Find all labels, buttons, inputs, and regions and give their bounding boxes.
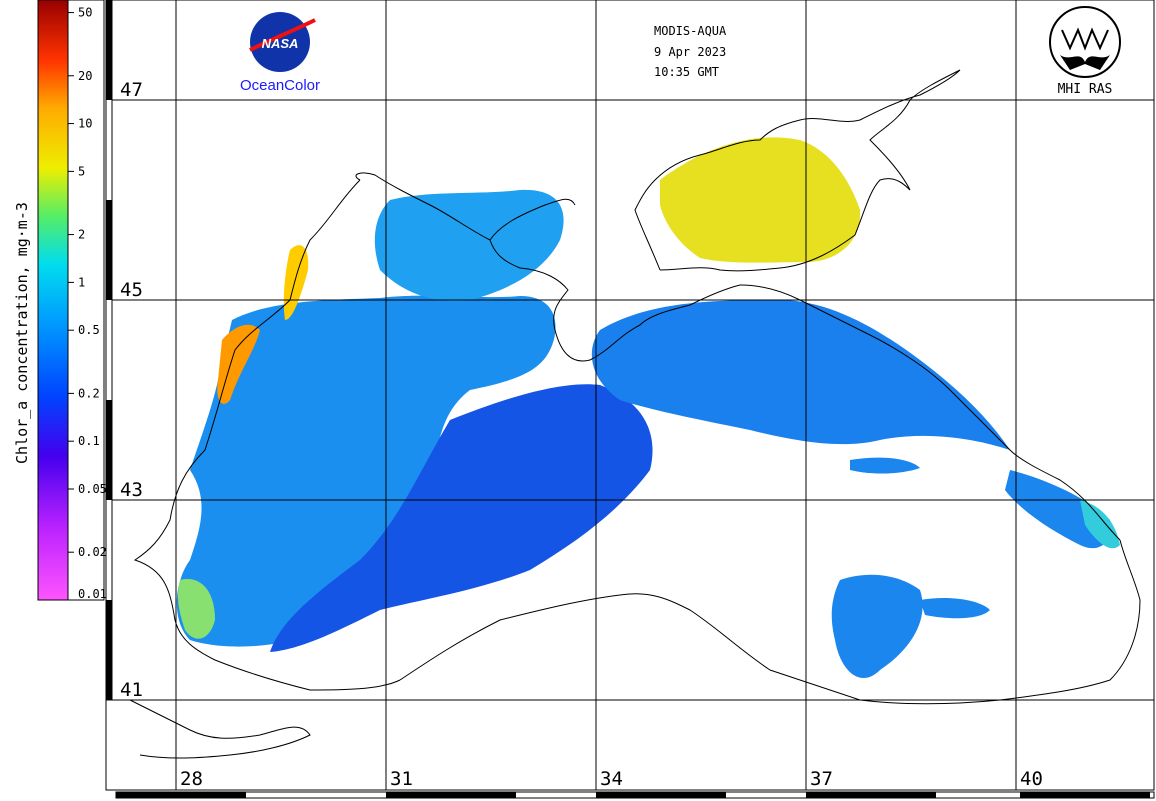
latitude-label: 47 (120, 79, 143, 101)
sensor-label: MODIS-AQUA (654, 24, 727, 38)
coastal-high-chl-bulgaria (177, 579, 215, 639)
colorbar: 50 20 10 5 2 1 0.5 0.2 0.1 0.05 0.02 0.01 Chlor_a c… (13, 0, 107, 601)
colorbar-tick-label: 50 (78, 6, 92, 20)
mhi-emblem-icon (1049, 6, 1121, 78)
colorbar-title: Chlor_a concentration, mg·m-3 (13, 202, 31, 464)
nasa-swoosh-icon (249, 18, 316, 52)
colorbar-tick-label: 0.2 (78, 386, 100, 400)
colorbar-ticks: 50 20 10 5 2 1 0.5 0.2 0.1 0.05 0.02 0.01 (68, 6, 107, 601)
latitude-label: 43 (120, 479, 143, 501)
chlorophyll-field (176, 137, 1120, 679)
graticule (112, 0, 1154, 790)
nasa-meatball-icon (250, 12, 310, 72)
west-basin-field (176, 295, 556, 647)
east-basin-patch-4 (850, 457, 920, 474)
coastline-crimea (489, 198, 741, 362)
nasa-wordmark: NASA (262, 36, 299, 51)
colorbar-tick-label: 5 (78, 164, 85, 178)
longitude-label: 28 (180, 768, 203, 790)
colorbar-tick-label: 0.5 (78, 323, 100, 337)
nasa-logo: NASA OceanColor (240, 12, 320, 94)
azov-sea-field (660, 137, 861, 263)
date-label: 9 Apr 2023 (654, 45, 726, 59)
oceancolor-label: OceanColor (240, 77, 320, 94)
coastline (129, 69, 1141, 759)
longitude-label: 31 (390, 768, 413, 790)
colorbar-tick-label: 2 (78, 228, 85, 242)
longitude-labels: 28 31 34 37 40 (180, 768, 1043, 790)
coastal-high-chl-danube (283, 245, 309, 320)
east-basin-patch-3 (920, 598, 990, 619)
colorbar-tick-label: 1 (78, 275, 85, 289)
longitude-label: 34 (600, 768, 623, 790)
colorbar-tick-label: 20 (78, 69, 92, 83)
longitude-label: 37 (810, 768, 833, 790)
latitude-label: 41 (120, 679, 143, 701)
colorbar-tick-label: 0.1 (78, 434, 100, 448)
east-basin-patch-1 (831, 574, 923, 679)
coastline-bosporus (129, 699, 311, 759)
left-scale-bar (105, 0, 113, 701)
coastline-east (739, 284, 1121, 541)
coastline-west (133, 179, 401, 691)
east-basin-field (591, 300, 1010, 450)
colorbar-scale-panel (67, 0, 105, 601)
longitude-label: 40 (1020, 768, 1043, 790)
colorbar-tick-label: 0.01 (78, 587, 107, 601)
mhi-logo: MHI RAS (1049, 6, 1121, 97)
coastline-nw (355, 172, 491, 241)
latitude-label: 45 (120, 279, 143, 301)
mhi-ras-label: MHI RAS (1058, 82, 1113, 97)
central-basin-field (270, 384, 653, 652)
bottom-scale-bar (115, 791, 1155, 799)
coastal-high-chl-west (217, 324, 260, 404)
latitude-labels: 47 45 43 41 (120, 79, 143, 701)
colorbar-tick-label: 10 (78, 117, 92, 131)
time-label: 10:35 GMT (654, 65, 719, 79)
colorbar-tick-label: 0.02 (78, 545, 107, 559)
colorbar-tick-label: 0.05 (78, 482, 107, 496)
coastal-high-chl-georgia (1080, 500, 1120, 549)
coastline-azov (634, 69, 961, 272)
east-basin-patch-2 (1005, 470, 1111, 549)
image-info: MODIS-AQUA 9 Apr 2023 10:35 GMT (654, 24, 727, 79)
colorbar-ramp (37, 0, 69, 601)
